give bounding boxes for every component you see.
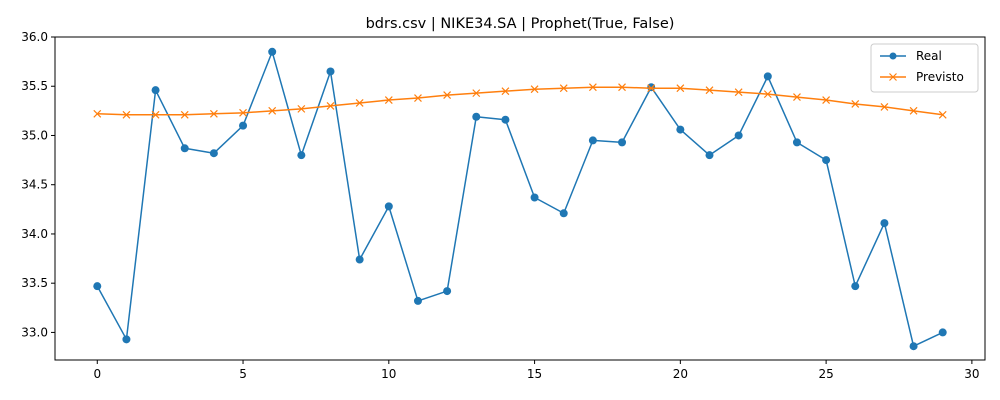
data-point-real [268,48,276,56]
data-point-real [239,122,247,130]
data-point-real [589,136,597,144]
data-point-real [822,156,830,164]
x-tick-label: 25 [818,367,833,381]
data-point-real [560,209,568,217]
data-point-real [356,256,364,264]
axes-frame [55,37,985,360]
legend-marker-real [890,53,897,60]
data-point-real [297,151,305,159]
y-tick-label: 34.5 [21,178,48,192]
series-line-real [97,52,942,346]
data-point-real [501,116,509,124]
axes: 0 5 10 15 20 25 30 33.0 33.5 34.0 34.5 35.0 35.5 36.0 [21,30,979,381]
y-tick-label: 33.5 [21,276,48,290]
legend: Real Previsto [871,44,978,92]
legend-label-previsto: Previsto [916,70,964,84]
data-point-real [93,282,101,290]
data-point-real [443,287,451,295]
data-point-real [705,151,713,159]
data-point-real [676,126,684,134]
y-tick-label: 34.0 [21,227,48,241]
y-tick-label: 36.0 [21,30,48,44]
data-point-real [647,83,655,91]
plot-area [93,48,946,350]
data-point-real [618,138,626,146]
data-point-real [531,194,539,202]
x-tick-label: 30 [964,367,979,381]
data-point-real [327,67,335,75]
x-tick-label: 20 [673,367,688,381]
data-point-real [764,72,772,80]
legend-label-real: Real [916,49,942,63]
data-point-real [880,219,888,227]
data-point-real [939,328,947,336]
data-point-real [735,131,743,139]
data-point-real [472,113,480,121]
x-tick-label: 15 [527,367,542,381]
data-point-real [851,282,859,290]
x-tick-label: 10 [381,367,396,381]
data-point-real [152,86,160,94]
y-tick-label: 33.0 [21,325,48,339]
data-point-real [210,149,218,157]
chart-title: bdrs.csv | NIKE34.SA | Prophet(True, Fal… [366,16,675,32]
data-point-real [793,138,801,146]
data-point-real [385,202,393,210]
series-line-previsto [97,87,942,115]
y-tick-label: 35.5 [21,79,48,93]
data-point-real [181,144,189,152]
data-point-real [910,342,918,350]
x-tick-label: 5 [239,367,247,381]
data-point-real [414,297,422,305]
data-point-real [122,335,130,343]
y-tick-label: 35.0 [21,128,48,142]
x-tick-label: 0 [93,367,101,381]
